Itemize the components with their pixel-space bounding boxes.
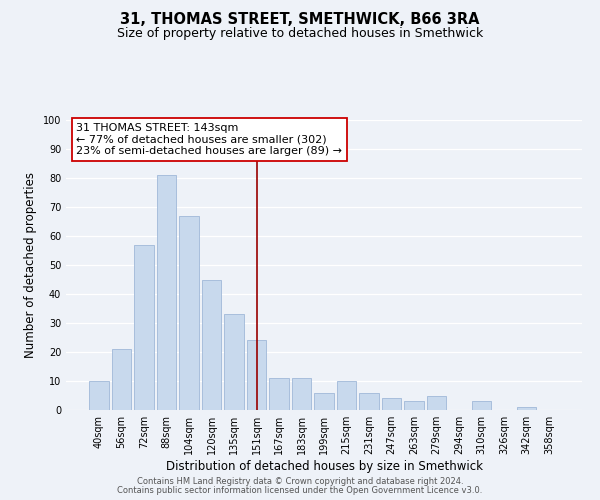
Bar <box>292 378 311 410</box>
Bar <box>382 398 401 410</box>
Bar <box>89 381 109 410</box>
Bar <box>134 244 154 410</box>
Bar <box>179 216 199 410</box>
Bar <box>112 349 131 410</box>
Bar <box>314 392 334 410</box>
Bar <box>517 407 536 410</box>
Y-axis label: Number of detached properties: Number of detached properties <box>24 172 37 358</box>
Bar <box>404 402 424 410</box>
Bar <box>157 175 176 410</box>
Bar <box>247 340 266 410</box>
Bar <box>269 378 289 410</box>
Bar <box>337 381 356 410</box>
Bar <box>359 392 379 410</box>
Bar <box>224 314 244 410</box>
Bar <box>472 402 491 410</box>
Text: 31 THOMAS STREET: 143sqm
← 77% of detached houses are smaller (302)
23% of semi-: 31 THOMAS STREET: 143sqm ← 77% of detach… <box>76 123 343 156</box>
Bar <box>427 396 446 410</box>
Text: 31, THOMAS STREET, SMETHWICK, B66 3RA: 31, THOMAS STREET, SMETHWICK, B66 3RA <box>120 12 480 28</box>
Bar <box>202 280 221 410</box>
Text: Contains public sector information licensed under the Open Government Licence v3: Contains public sector information licen… <box>118 486 482 495</box>
Text: Size of property relative to detached houses in Smethwick: Size of property relative to detached ho… <box>117 28 483 40</box>
Text: Contains HM Land Registry data © Crown copyright and database right 2024.: Contains HM Land Registry data © Crown c… <box>137 477 463 486</box>
X-axis label: Distribution of detached houses by size in Smethwick: Distribution of detached houses by size … <box>166 460 482 473</box>
